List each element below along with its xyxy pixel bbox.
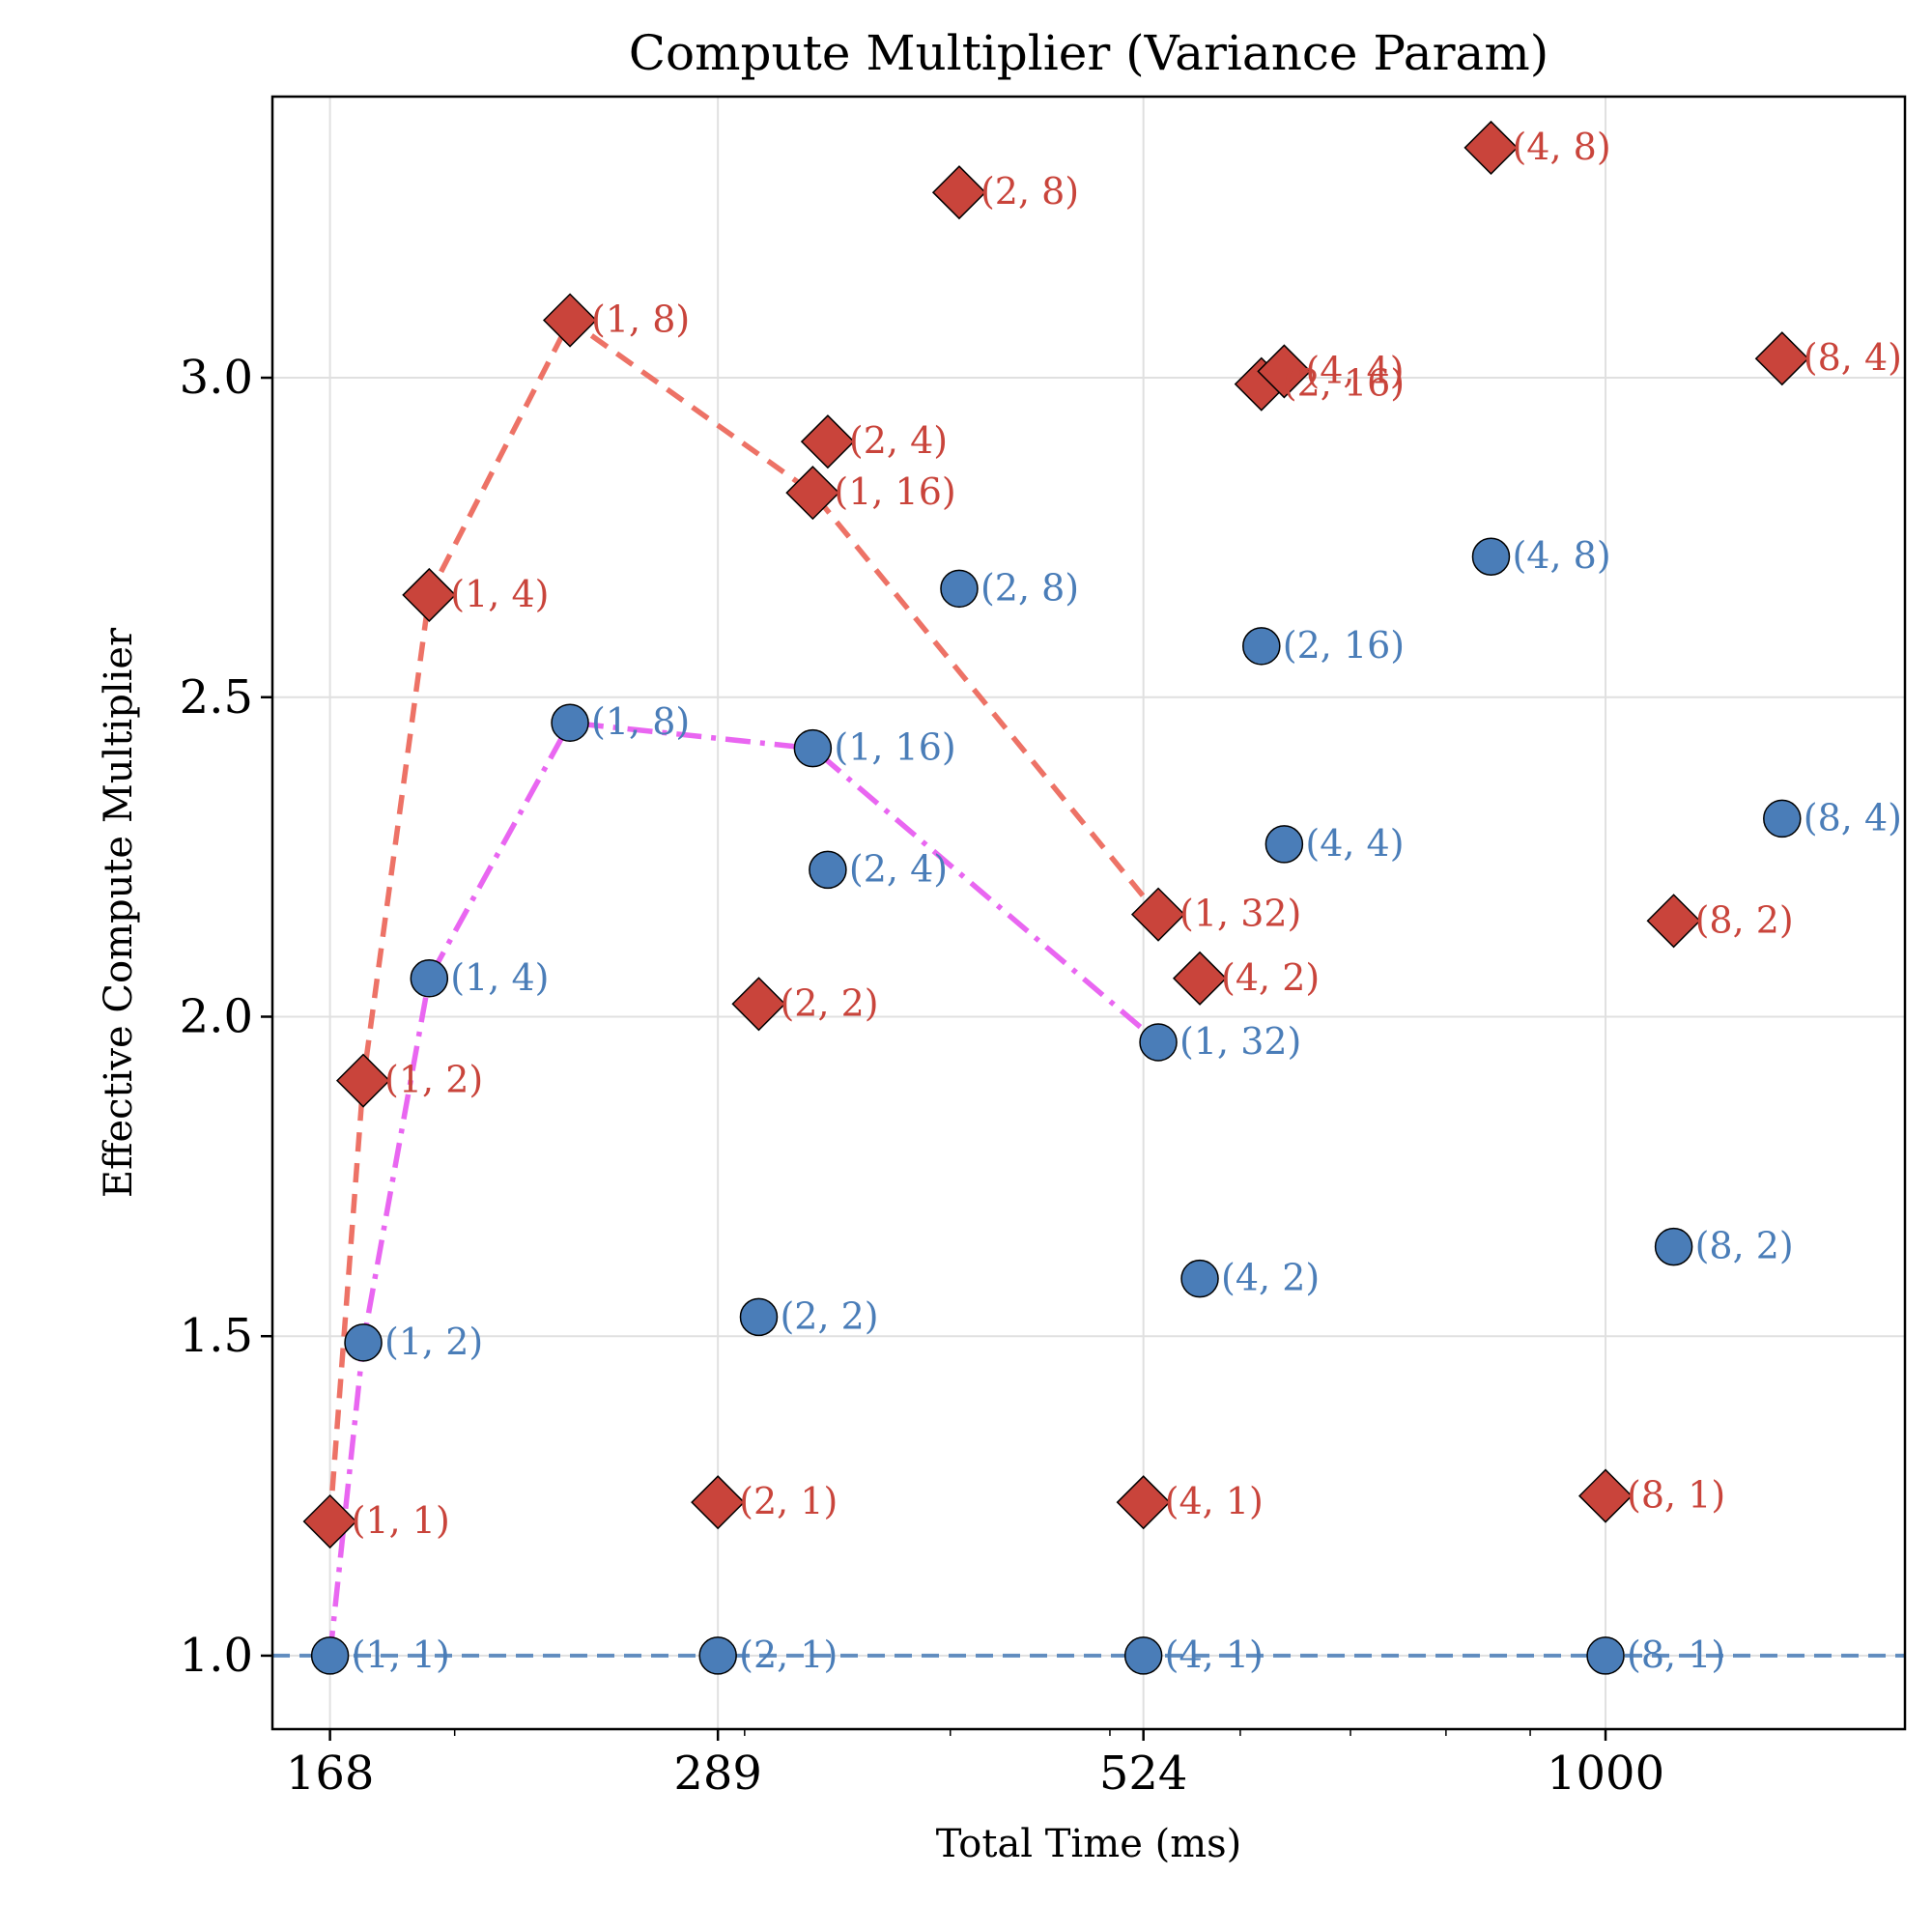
point-label: (4, 8) [1512,126,1610,168]
point-label: (2, 16) [1283,624,1405,667]
point-label: (1, 2) [384,1059,483,1101]
y-tick-label: 2.0 [180,989,253,1043]
point-label: (8, 1) [1627,1634,1725,1676]
circle-marker [1264,825,1304,864]
point-label: (1, 2) [384,1321,483,1363]
circle-marker [1471,537,1511,576]
x-tick-label: 168 [286,1747,375,1801]
circle-marker [310,1636,350,1675]
circle-marker [739,1297,779,1337]
diamond-marker [335,1053,391,1108]
magenta-dashdot-line [327,720,1160,1657]
point-label: (2, 8) [980,566,1079,609]
point-label: (8, 2) [1695,898,1794,941]
markers [302,120,1809,1675]
diamond-marker [1172,951,1228,1006]
point-label: (2, 8) [980,170,1079,213]
y-tick-label: 3.0 [180,351,253,405]
diamond-marker [731,977,786,1032]
plot-frame [270,95,1907,1731]
diamond-marker [1257,344,1312,399]
point-label: (1, 4) [450,573,549,615]
circle-marker [1180,1259,1219,1298]
point-label: (2, 2) [780,981,878,1024]
circle-marker [809,850,847,890]
point-label: (2, 1) [739,1480,838,1522]
y-axis-label: Effective Compute Multiplier [97,627,141,1198]
diamond-marker [1130,887,1186,942]
circle-marker [410,959,449,998]
circle-marker [1586,1636,1625,1675]
point-label: (8, 1) [1627,1474,1725,1517]
x-axis-label: Total Time (ms) [936,1822,1242,1866]
diamond-marker [1754,331,1809,386]
circle-marker [1763,799,1802,838]
point-label: (4, 4) [1305,822,1404,865]
diamond-marker [1577,1468,1634,1523]
point-label: (2, 16) [1283,362,1405,405]
point-label: (1, 32) [1179,1020,1301,1063]
y-tick-label: 1.0 [180,1629,253,1683]
point-label: (8, 2) [1695,1225,1794,1267]
point-label: (2, 2) [780,1294,878,1337]
diamond-marker [931,165,987,220]
diamond-marker [800,414,855,469]
point-label: (1, 16) [834,470,955,513]
series-lines [327,317,1161,1657]
circle-marker [698,1636,737,1675]
diamond-marker [402,567,457,622]
x-tick-label: 524 [1099,1747,1188,1801]
point-label: (1, 8) [591,298,690,341]
circle-marker [344,1323,383,1362]
circle-marker [940,569,979,609]
x-tick-label: 1000 [1547,1747,1664,1801]
diamond-marker [302,1493,357,1549]
point-label: (2, 4) [849,847,948,890]
point-label: (1, 1) [352,1499,450,1542]
circle-marker [793,728,833,768]
point-label: (4, 1) [1165,1634,1264,1676]
axis-ticks: 168 289 524 1000 1.0 1.5 2.0 2.5 3.0 [180,351,1664,1801]
diamond-marker [1646,894,1701,949]
circle-marker [1654,1227,1693,1266]
point-label: (1, 4) [450,956,549,999]
circle-marker [1242,627,1281,666]
diamond-marker [785,466,840,521]
point-label: (4, 4) [1305,349,1404,391]
point-label: (2, 4) [849,419,948,462]
point-label: (4, 1) [1165,1480,1264,1522]
point-label: (1, 16) [834,726,955,769]
point-label: (4, 2) [1221,1257,1320,1299]
circle-marker [1139,1023,1178,1062]
point-label: (8, 4) [1804,336,1902,379]
diamond-marker [691,1475,746,1530]
point-labels: (1, 1) (1, 2) (1, 4) (1, 8) (1, 16) (1, 32) (2… [352,126,1902,1676]
point-label: (4, 8) [1512,534,1610,577]
point-label: (2, 1) [739,1634,838,1676]
diamond-marker [1116,1475,1171,1530]
diamond-marker [1463,120,1519,175]
point-label: (1, 1) [352,1634,450,1676]
y-tick-label: 1.5 [180,1309,253,1363]
chart-title: Compute Multiplier (Variance Param) [629,25,1548,81]
red-dashed-line [327,317,1161,1522]
circle-marker [551,703,589,742]
point-label: (1, 32) [1179,893,1301,935]
circle-marker [1123,1636,1163,1675]
x-tick-label: 289 [673,1747,762,1801]
y-tick-label: 2.5 [180,670,253,724]
point-label: (1, 8) [591,700,690,743]
point-label: (4, 2) [1221,956,1320,999]
diamond-marker [542,293,598,348]
point-label: (8, 4) [1804,796,1902,838]
